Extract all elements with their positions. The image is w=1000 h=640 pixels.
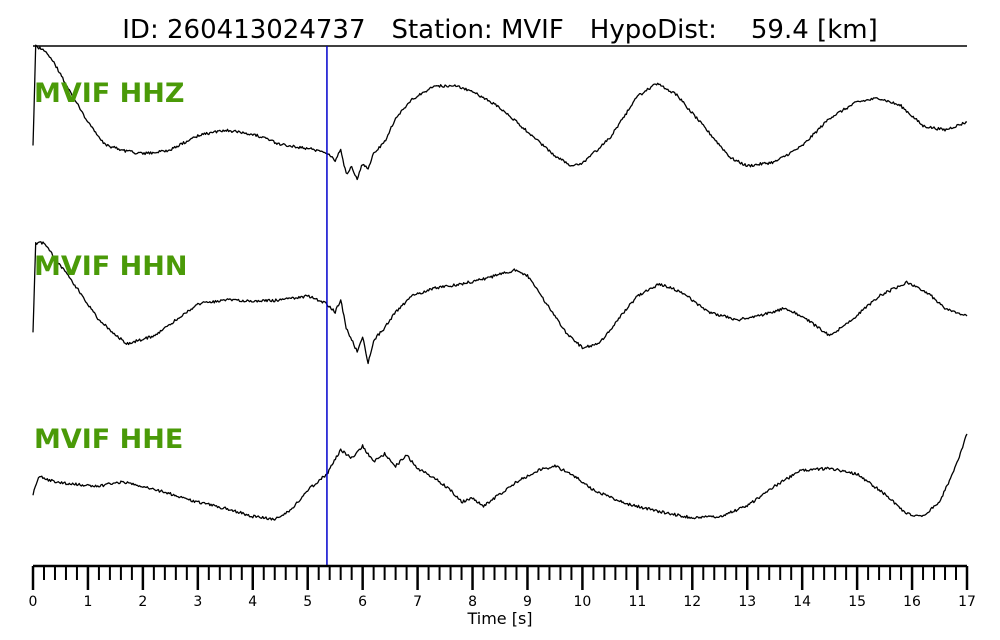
x-tick-label: 4 — [248, 594, 257, 610]
hypodist-label: HypoDist: — [590, 15, 717, 45]
channel-label-mvif-hhz: MVIF HHZ — [34, 78, 184, 109]
x-tick-label: 10 — [573, 594, 591, 610]
x-axis-label: Time [s] — [466, 609, 532, 628]
trace-mvif-hhn — [32, 241, 968, 365]
chart-title: ID: 260413024737 Station: MVIF HypoDist: 59… — [122, 15, 877, 45]
x-tick-label: 8 — [468, 594, 477, 610]
x-tick-label: 12 — [683, 594, 701, 610]
trace-mvif-hhz — [32, 44, 968, 181]
x-tick-label: 5 — [303, 594, 312, 610]
channel-label-mvif-hhe: MVIF HHE — [34, 424, 183, 455]
x-tick-label: 15 — [848, 594, 866, 610]
channel-labels-group: MVIF HHZ MVIF HHN MVIF HHE — [34, 78, 187, 455]
traces-group — [32, 44, 968, 521]
x-tick-label: 16 — [903, 594, 921, 610]
x-tick-label: 6 — [358, 594, 367, 610]
x-tick-label: 17 — [958, 594, 976, 610]
x-tick-label: 14 — [793, 594, 811, 610]
event-id: ID: 260413024737 — [122, 15, 365, 45]
trace-mvif-hhe — [32, 433, 968, 521]
x-tick-label: 11 — [628, 594, 646, 610]
x-tick-label: 2 — [138, 594, 147, 610]
x-tick-label: 9 — [523, 594, 532, 610]
channel-label-mvif-hhn: MVIF HHN — [34, 251, 187, 282]
hypodist-value: 59.4 [km] — [751, 15, 878, 45]
x-tick-label: 7 — [413, 594, 422, 610]
x-tick-label: 0 — [29, 594, 38, 610]
x-tick-label: 13 — [738, 594, 756, 610]
x-tick-label: 1 — [83, 594, 92, 610]
x-tick-label: 3 — [193, 594, 202, 610]
x-axis: 0 1 2 3 4 5 6 7 8 9 10 11 12 13 14 15 16 17 — [29, 564, 976, 610]
station-name: Station: MVIF — [391, 15, 563, 45]
